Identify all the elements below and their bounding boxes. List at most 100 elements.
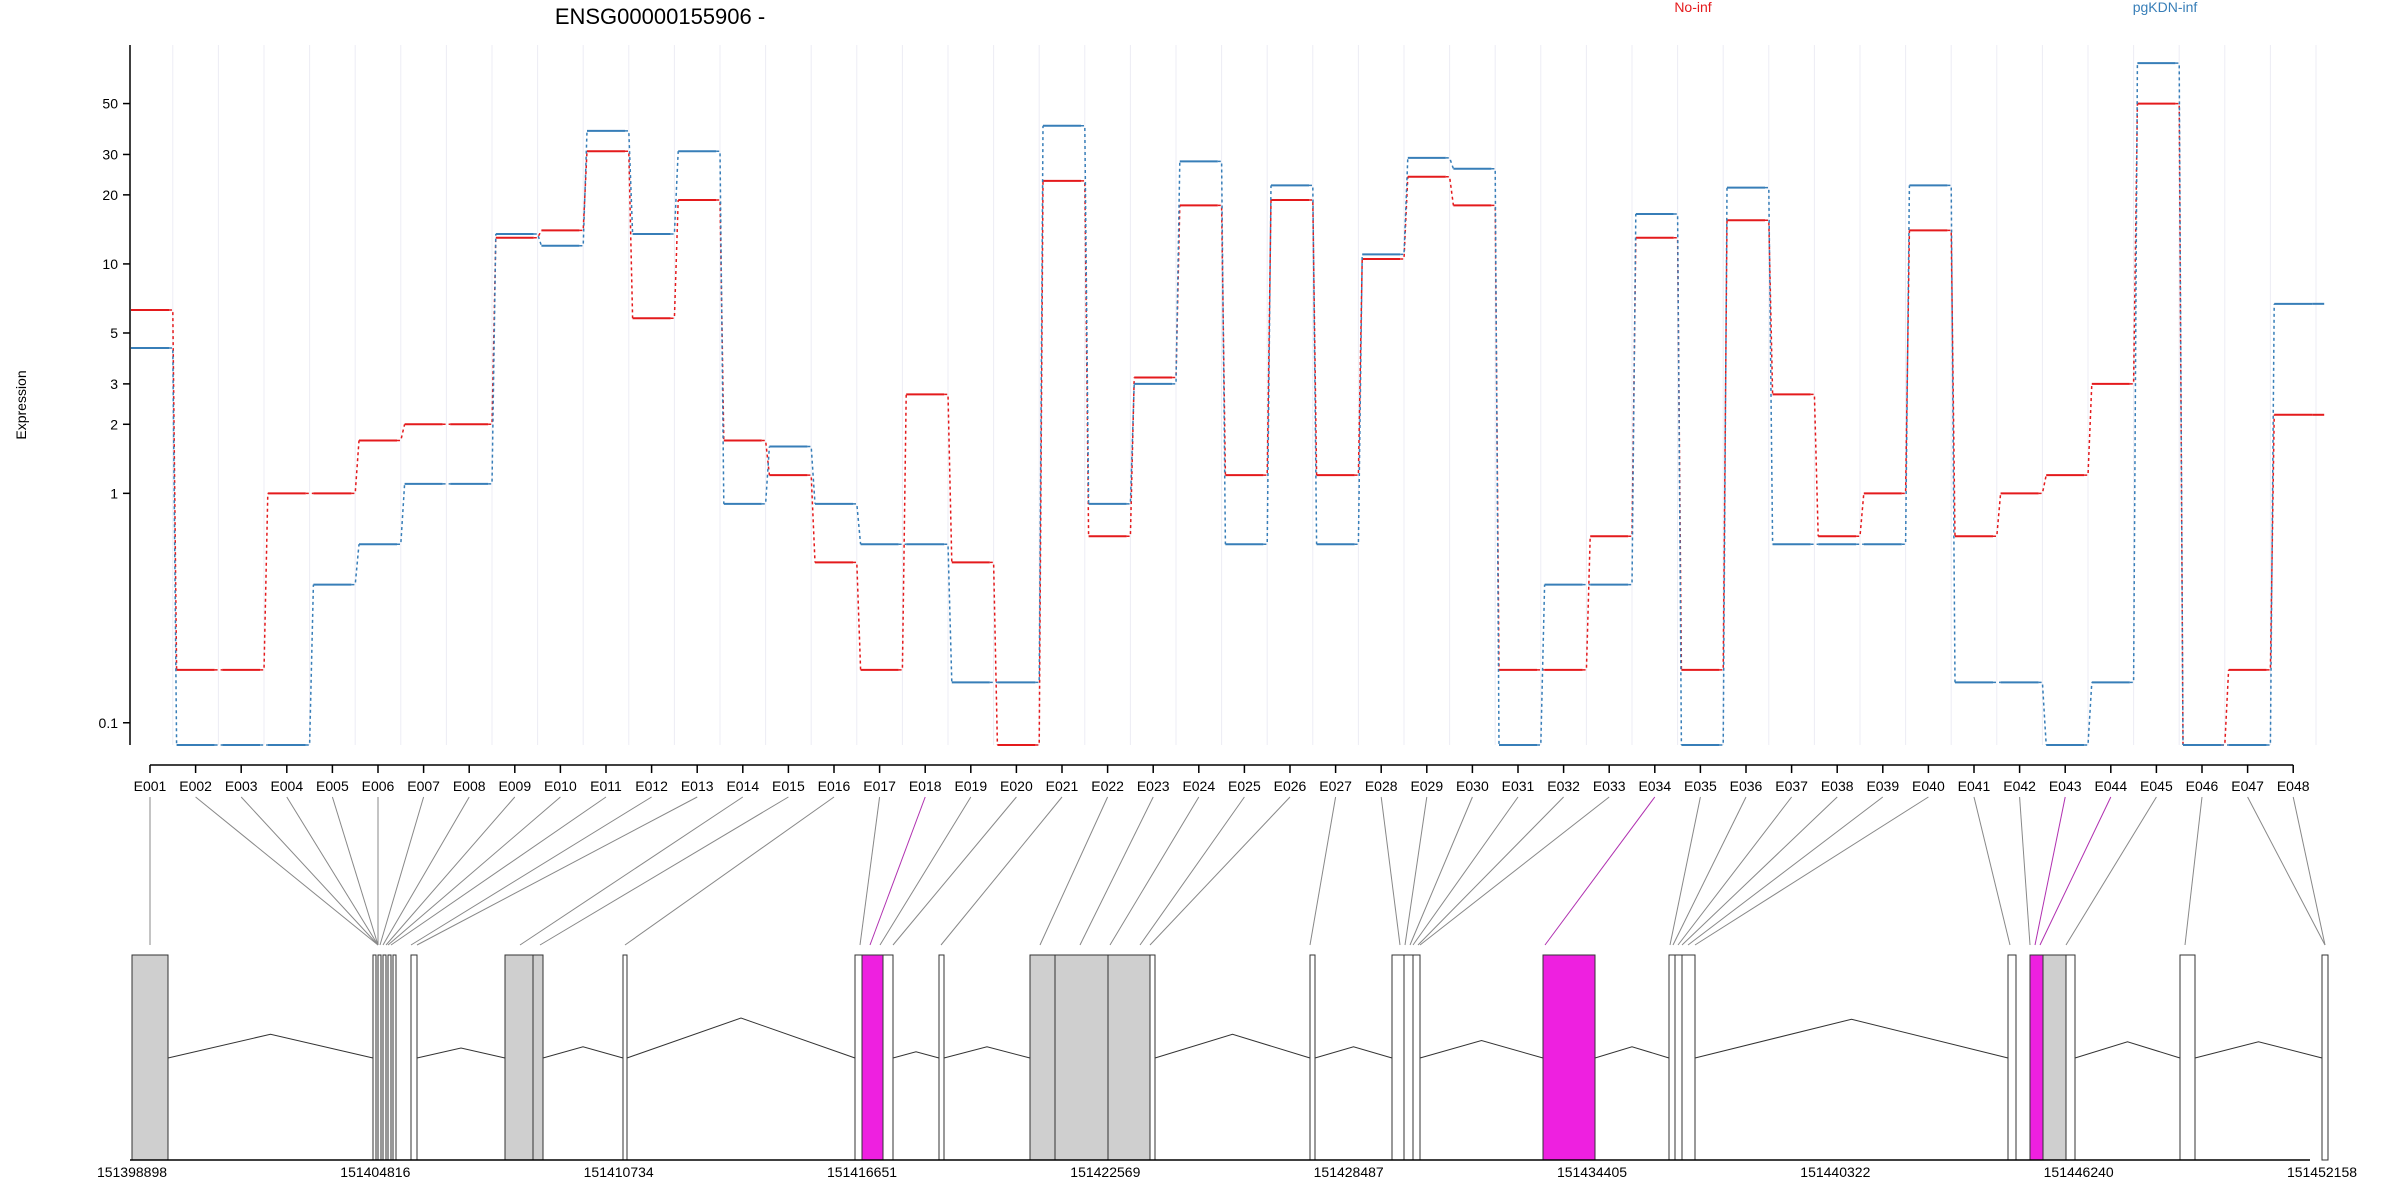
coordinate-label: 151398898 — [97, 1164, 167, 1180]
exon-connector-e044 — [2039, 796, 2112, 946]
y-tick-label: 10 — [102, 256, 118, 272]
exon-box — [1029, 954, 1056, 1161]
chart-title: ENSG00000155906 - — [555, 4, 765, 29]
x-tick-label-e015: E015 — [772, 778, 805, 794]
exon-connector-e015 — [539, 796, 789, 946]
exon-connector-e017 — [859, 796, 881, 946]
y-tick-label: 5 — [110, 325, 118, 341]
series-connector — [2038, 681, 2047, 746]
series-connector — [1810, 393, 1819, 537]
intron-line — [1314, 1046, 1393, 1059]
series-connector — [1172, 161, 1181, 385]
series-connector — [898, 394, 907, 671]
series-connector — [1263, 185, 1272, 545]
x-tick-label-e033: E033 — [1593, 778, 1626, 794]
x-tick-label-e023: E023 — [1137, 778, 1170, 794]
series-connector — [533, 233, 543, 246]
x-tick-label-e021: E021 — [1046, 778, 1079, 794]
series-connector — [1354, 254, 1363, 545]
x-tick-label-e004: E004 — [270, 778, 303, 794]
series-connector — [2084, 383, 2093, 476]
series-connector — [1491, 167, 1500, 746]
x-tick-label-e043: E043 — [2049, 778, 2082, 794]
exon-box — [1391, 954, 1405, 1161]
series-connector — [305, 584, 315, 746]
exon-connector-e027 — [1309, 796, 1337, 946]
coordinate-label: 151410734 — [584, 1164, 654, 1180]
x-tick-label-e036: E036 — [1730, 778, 1763, 794]
exon-box — [1149, 954, 1156, 1161]
series-connector — [1445, 157, 1455, 169]
genomic-coordinate-axis: 151398898 151404816 151410734 151416651 1514… — [97, 1159, 2357, 1180]
exon-connector-e040 — [1694, 796, 1929, 946]
intron-line — [943, 1046, 1031, 1059]
exon-connector-e045 — [2065, 796, 2157, 946]
exon-connector-e009 — [385, 796, 516, 946]
exon-box-highlighted — [2029, 954, 2044, 1161]
series-connector — [1719, 220, 1728, 671]
x-tick-label-e029: E029 — [1410, 778, 1443, 794]
x-tick-label-e016: E016 — [818, 778, 851, 794]
intron-line — [1694, 1018, 2009, 1059]
x-tick-label-e048: E048 — [2277, 778, 2310, 794]
series-connector — [2129, 103, 2139, 385]
series-layer — [131, 62, 2325, 746]
exon-connector-e004 — [286, 796, 379, 946]
series-connector — [1035, 125, 1044, 684]
series-connector — [670, 151, 679, 235]
exon-connector-e012 — [410, 796, 652, 946]
exon-box — [387, 954, 392, 1161]
series-connector — [1126, 383, 1135, 505]
exon-box — [1403, 954, 1414, 1161]
x-tick-label-e007: E007 — [407, 778, 440, 794]
x-tick-label-e034: E034 — [1638, 778, 1671, 794]
x-tick-label-e005: E005 — [316, 778, 349, 794]
x-tick-label-e038: E038 — [1821, 778, 1854, 794]
series-connector — [1172, 205, 1181, 379]
intron-line — [1419, 1039, 1544, 1059]
x-tick-label-e018: E018 — [909, 778, 942, 794]
series-connector — [761, 446, 771, 505]
exon-box — [392, 954, 397, 1161]
intron-line — [892, 1051, 940, 1059]
intron-line — [1594, 1046, 1670, 1059]
exon-connector-e002 — [195, 796, 379, 946]
x-tick-label-e037: E037 — [1775, 778, 1808, 794]
series-connector — [670, 199, 679, 319]
series-connector — [1993, 493, 2002, 538]
series-connector — [2266, 414, 2275, 671]
series-connector — [625, 130, 634, 235]
x-axis: E001 E002 E003 E004 E005 E006 E007 E008 E009 E010… — [134, 764, 2310, 794]
exon-box-highlighted — [1542, 954, 1596, 1161]
x-tick-label-e006: E006 — [362, 778, 395, 794]
y-tick-label: 20 — [102, 187, 118, 203]
exon-box — [2007, 954, 2017, 1161]
gridlines — [172, 45, 2317, 745]
exon-box — [1674, 954, 1683, 1161]
exon-box — [2179, 954, 2196, 1161]
x-tick-label-e045: E045 — [2140, 778, 2173, 794]
y-tick-label: 0.1 — [99, 715, 119, 731]
exon-box — [1681, 954, 1696, 1161]
x-tick-label-e024: E024 — [1182, 778, 1215, 794]
series-connector — [807, 474, 816, 563]
coordinate-label: 151440322 — [1800, 1164, 1870, 1180]
exon-connector-e016 — [624, 796, 835, 946]
series-connector — [2129, 63, 2139, 684]
legend-entry-no-inf: No-inf — [1674, 0, 1711, 15]
x-tick-label-e032: E032 — [1547, 778, 1580, 794]
y-axis: 0.1 1 2 3 5 10 20 30 50 — [99, 45, 131, 745]
exon-connector-e014 — [519, 796, 744, 946]
exon-connector-e033 — [1419, 796, 1610, 946]
x-tick-label-e009: E009 — [498, 778, 531, 794]
series-connector — [1537, 584, 1546, 746]
series-connector — [1901, 230, 1911, 495]
exon-box — [377, 954, 382, 1161]
x-tick-label-e001: E001 — [134, 778, 167, 794]
series-connector — [1628, 237, 1637, 538]
series-connector — [2175, 102, 2184, 746]
series-connector — [1628, 214, 1637, 586]
exon-connector-e035 — [1669, 796, 1701, 946]
y-tick-label: 50 — [102, 96, 118, 112]
exon-connector-e021 — [940, 796, 1063, 946]
